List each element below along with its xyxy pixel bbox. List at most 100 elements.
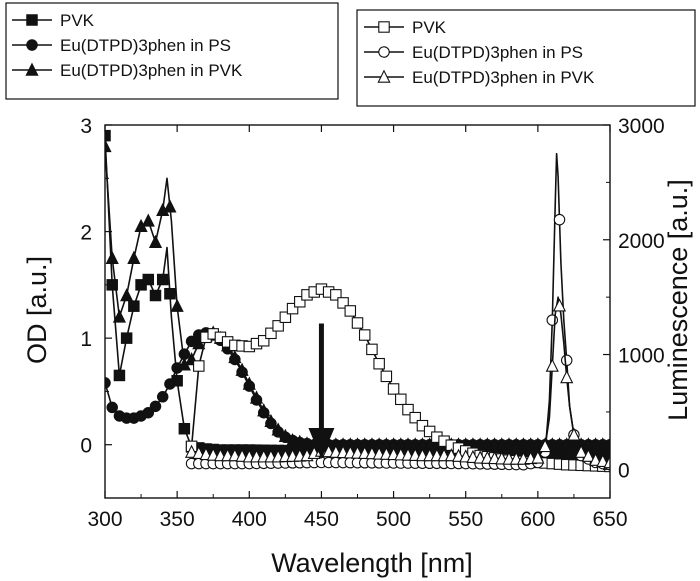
data-point <box>581 448 595 462</box>
x-tick-label: 300 <box>87 508 122 531</box>
data-point <box>285 433 300 447</box>
data-point <box>402 403 414 416</box>
data-point <box>149 289 162 302</box>
data-point <box>279 311 292 323</box>
data-point <box>265 327 277 340</box>
data-point <box>156 273 169 286</box>
data-point <box>105 250 119 264</box>
y-axis-left-title: OD [a.u.] <box>22 256 52 364</box>
data-point <box>106 401 118 414</box>
data-point <box>373 357 385 370</box>
data-point <box>574 444 588 458</box>
legend-label: Eu(DTPD)3phen in PVK <box>412 68 595 87</box>
x-tick-label: 550 <box>448 508 483 531</box>
x-tick-label: 400 <box>232 508 267 531</box>
data-point <box>272 320 284 332</box>
data-point <box>242 376 256 390</box>
x-tick-label: 600 <box>520 508 555 531</box>
x-tick-label: 450 <box>304 508 339 531</box>
legend-label: Eu(DTPD)3phen in PS <box>60 36 231 55</box>
data-point <box>380 370 393 383</box>
y-right-tick-label: 1000 <box>618 345 665 368</box>
data-point <box>249 390 264 404</box>
data-point <box>603 437 610 451</box>
legend-label: Eu(DTPD)3phen in PVK <box>60 61 243 80</box>
data-point <box>164 287 176 300</box>
x-tick-label: 650 <box>592 508 627 531</box>
legend-marker <box>378 46 390 58</box>
data-point <box>588 452 603 466</box>
data-point <box>293 434 307 448</box>
data-point <box>149 400 162 413</box>
data-point <box>264 413 278 428</box>
legend-marker <box>26 39 38 51</box>
data-point <box>560 370 574 384</box>
data-point <box>120 288 134 302</box>
y-left-tick-label: 0 <box>80 435 92 458</box>
data-point <box>184 444 199 458</box>
data-point <box>358 329 371 341</box>
data-point <box>366 343 378 356</box>
data-point <box>553 213 566 226</box>
data-point <box>178 422 191 435</box>
data-point <box>170 298 184 312</box>
data-point <box>546 314 559 326</box>
x-axis-title: Wavelength [nm] <box>271 548 473 578</box>
data-point <box>351 317 364 329</box>
plot-area <box>105 129 610 473</box>
data-point <box>603 454 610 469</box>
data-point <box>395 393 407 406</box>
data-point <box>128 300 140 312</box>
series-line-luminescence-4 <box>191 152 610 466</box>
data-point <box>257 335 270 347</box>
data-point <box>278 428 292 442</box>
series-line-absorption-0 <box>105 135 610 456</box>
data-point <box>112 309 127 323</box>
legend-marker <box>25 62 39 76</box>
data-point <box>156 391 169 403</box>
data-point <box>596 453 610 468</box>
legend-absorption-box <box>5 2 339 100</box>
data-point <box>409 411 421 424</box>
plot-clip-group <box>105 129 610 473</box>
legend-marker <box>26 14 38 26</box>
legend-label: PVK <box>412 18 447 37</box>
data-point <box>142 273 155 286</box>
x-tick-label: 500 <box>376 508 411 531</box>
data-point <box>294 295 306 308</box>
data-point <box>552 298 567 312</box>
y-axis-right-title: Luminescence [a.u.] <box>663 179 693 421</box>
data-point <box>387 383 400 395</box>
legend-label: Eu(DTPD)3phen in PS <box>412 43 583 62</box>
data-point <box>127 250 141 264</box>
legend-marker <box>378 21 390 33</box>
data-point <box>141 213 155 227</box>
data-point <box>163 199 177 213</box>
data-point <box>164 378 176 390</box>
data-point <box>192 445 206 459</box>
data-point <box>105 138 112 153</box>
axes: 300 350 400 450 500 550 600 650 0 1 2 3 0 1000 2000 300… <box>80 115 664 531</box>
data-point <box>538 438 552 453</box>
data-point <box>228 349 242 364</box>
data-point <box>142 406 155 419</box>
data-point <box>567 427 581 441</box>
y-right-tick-label: 2000 <box>618 230 665 253</box>
series-absorption-2 <box>105 138 610 451</box>
y-right-tick-label: 3000 <box>618 115 665 138</box>
legend-label: PVK <box>60 11 95 30</box>
quenching-arrow-head <box>308 427 335 459</box>
data-point <box>193 360 205 372</box>
data-point <box>120 332 133 344</box>
data-point <box>330 289 342 301</box>
data-point <box>257 403 271 417</box>
data-point <box>148 234 163 248</box>
series-absorption-1 <box>105 327 610 451</box>
data-point <box>531 450 545 464</box>
y-left-tick-label: 2 <box>80 222 92 245</box>
x-tick-label: 350 <box>160 508 195 531</box>
y-left-tick-label: 1 <box>80 328 92 351</box>
y-left-tick-label: 3 <box>80 115 92 138</box>
data-point <box>271 422 285 436</box>
